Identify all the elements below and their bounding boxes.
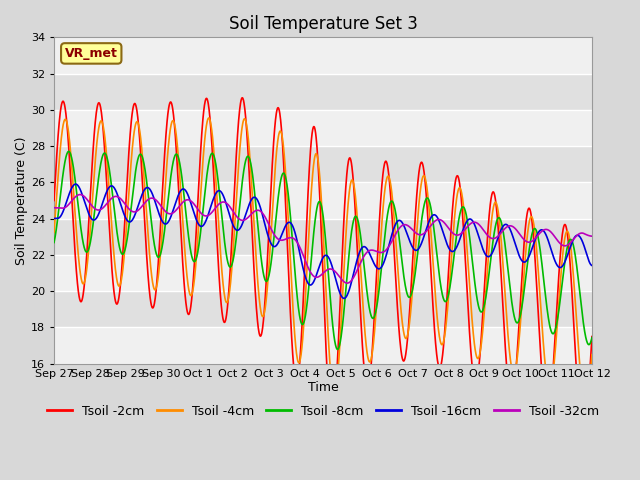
Tsoil -32cm <box>343 280 351 286</box>
Tsoil -4cm <box>474 356 482 361</box>
Tsoil -16cm <box>50 216 58 221</box>
Line: Tsoil -16cm: Tsoil -16cm <box>54 184 592 299</box>
Bar <box>54 182 592 219</box>
Bar <box>54 327 592 364</box>
X-axis label: Time: Time <box>308 382 339 395</box>
Tsoil -4cm <box>312 151 320 156</box>
Tsoil -8cm <box>312 212 320 217</box>
Text: VR_met: VR_met <box>65 47 118 60</box>
Tsoil -2cm <box>298 331 305 336</box>
Tsoil -2cm <box>573 366 580 372</box>
Tsoil -2cm <box>474 372 482 378</box>
Title: Soil Temperature Set 3: Soil Temperature Set 3 <box>228 15 417 33</box>
Tsoil -4cm <box>573 314 580 320</box>
Bar <box>54 291 592 327</box>
Bar <box>54 110 592 146</box>
Tsoil -8cm <box>50 240 58 245</box>
Tsoil -16cm <box>588 263 596 268</box>
Tsoil -8cm <box>78 232 86 238</box>
Line: Tsoil -8cm: Tsoil -8cm <box>54 151 592 349</box>
Tsoil -32cm <box>573 233 580 239</box>
Tsoil -2cm <box>579 429 587 435</box>
Tsoil -4cm <box>205 115 212 121</box>
Tsoil -8cm <box>334 347 342 352</box>
Tsoil -32cm <box>588 233 596 239</box>
Bar <box>54 146 592 182</box>
Tsoil -8cm <box>588 335 596 341</box>
Tsoil -2cm <box>312 132 320 138</box>
Tsoil -4cm <box>588 352 596 358</box>
Tsoil -8cm <box>474 301 482 307</box>
Tsoil -8cm <box>573 264 580 270</box>
Bar <box>54 73 592 110</box>
Tsoil -32cm <box>50 205 58 211</box>
Tsoil -16cm <box>573 232 580 238</box>
Tsoil -16cm <box>298 259 305 264</box>
Tsoil -16cm <box>573 233 580 239</box>
Tsoil -32cm <box>573 233 580 239</box>
Line: Tsoil -32cm: Tsoil -32cm <box>54 194 592 283</box>
Tsoil -2cm <box>77 299 85 304</box>
Tsoil -32cm <box>76 192 84 197</box>
Tsoil -4cm <box>298 347 305 353</box>
Bar <box>54 255 592 291</box>
Tsoil -16cm <box>474 232 482 238</box>
Tsoil -8cm <box>573 262 580 268</box>
Y-axis label: Soil Temperature (C): Soil Temperature (C) <box>15 136 28 265</box>
Tsoil -4cm <box>582 399 589 405</box>
Tsoil -16cm <box>78 191 86 196</box>
Tsoil -4cm <box>77 277 85 283</box>
Bar <box>54 37 592 73</box>
Line: Tsoil -4cm: Tsoil -4cm <box>54 118 592 402</box>
Tsoil -2cm <box>573 371 580 376</box>
Tsoil -2cm <box>239 95 246 101</box>
Tsoil -16cm <box>312 274 320 279</box>
Tsoil -8cm <box>298 321 305 326</box>
Tsoil -32cm <box>298 249 305 254</box>
Tsoil -4cm <box>573 318 580 324</box>
Legend: Tsoil -2cm, Tsoil -4cm, Tsoil -8cm, Tsoil -16cm, Tsoil -32cm: Tsoil -2cm, Tsoil -4cm, Tsoil -8cm, Tsoi… <box>42 400 604 423</box>
Tsoil -16cm <box>340 296 348 301</box>
Line: Tsoil -2cm: Tsoil -2cm <box>54 98 592 432</box>
Tsoil -2cm <box>588 334 596 339</box>
Tsoil -32cm <box>312 275 320 280</box>
Tsoil -32cm <box>78 192 86 198</box>
Tsoil -8cm <box>65 148 72 154</box>
Tsoil -2cm <box>50 198 58 204</box>
Tsoil -4cm <box>50 229 58 235</box>
Tsoil -32cm <box>474 221 482 227</box>
Tsoil -16cm <box>72 181 79 187</box>
Bar <box>54 219 592 255</box>
